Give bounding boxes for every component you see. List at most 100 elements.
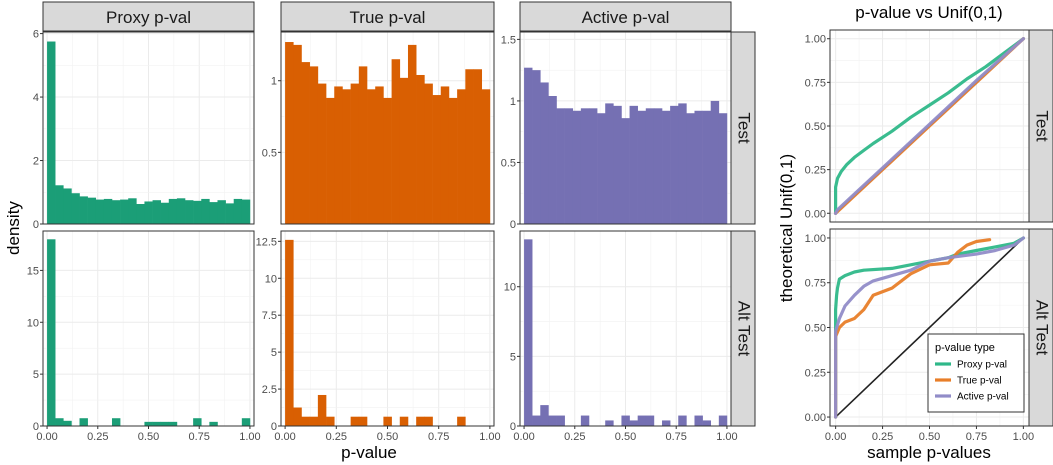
bar — [588, 108, 598, 224]
y-tick-label: 1.5 — [501, 34, 516, 46]
bar — [621, 415, 630, 426]
y-tick-label: 0 — [33, 421, 39, 433]
legend-title: p-value type — [935, 342, 995, 354]
legend: p-value type Proxy p-val True p-val Active … — [927, 333, 1025, 413]
row-strip-hist-0: Test — [730, 31, 756, 225]
bar — [152, 200, 161, 224]
bar — [301, 62, 310, 224]
y-tick-label: 0.75 — [805, 77, 826, 89]
bar — [317, 83, 327, 224]
bar — [645, 108, 655, 224]
hist-panel-active-0: 0 0.5 1 1.5 — [501, 31, 732, 231]
bar — [718, 113, 728, 224]
bar — [128, 198, 137, 224]
bar — [556, 415, 565, 426]
bar — [678, 103, 687, 224]
x-tick-label: 0.00 — [36, 431, 57, 443]
bar — [160, 202, 170, 224]
x-tick-label: 0.75 — [666, 431, 687, 443]
qq-panel-0: 0.00 0.25 0.50 0.75 1.00 — [805, 29, 1030, 223]
y-tick-label: 12.5 — [256, 236, 277, 248]
x-tick-label: 0.00 — [825, 431, 846, 443]
y-tick-label: 4 — [33, 92, 39, 104]
qq-title: p-value vs Unif(0,1) — [855, 3, 1002, 22]
panel-border — [280, 31, 495, 225]
bar — [662, 110, 671, 224]
y-tick-label: 0.5 — [262, 147, 277, 159]
bar — [176, 198, 186, 224]
y-tick-label: 0 — [510, 219, 516, 231]
bar — [79, 418, 88, 426]
y-tick-label: 0.50 — [805, 121, 826, 133]
legend-label: True p-val — [957, 376, 1002, 387]
hist-panel-active-1: 0 5 10 0.00 0.25 0.50 0.75 1.00 — [504, 230, 738, 443]
bar — [55, 418, 64, 426]
column-strip-proxy: Proxy p-val — [42, 1, 255, 32]
bar — [358, 416, 368, 426]
legend-label: Active p-val — [957, 392, 1009, 403]
y-tick-label: 5 — [510, 351, 516, 363]
bar — [358, 66, 368, 224]
bar — [71, 193, 80, 224]
y-tick-label: 1.00 — [805, 34, 826, 46]
strip-box — [730, 31, 756, 225]
bar — [645, 415, 655, 426]
reference-diagonal — [835, 237, 1024, 418]
bar — [564, 108, 574, 224]
bar — [580, 108, 590, 224]
bar — [241, 199, 251, 224]
bar — [383, 97, 392, 224]
bar — [375, 86, 384, 225]
y-axis-title: density — [4, 201, 23, 255]
x-tick-label: 0.50 — [919, 431, 940, 443]
bar — [144, 201, 153, 224]
bar — [285, 239, 294, 426]
bar — [217, 200, 226, 224]
bar — [55, 185, 64, 224]
x-tick-label: 0.00 — [274, 431, 295, 443]
bar — [702, 110, 712, 224]
bar — [457, 416, 466, 426]
bar — [548, 415, 557, 426]
bar — [629, 420, 638, 426]
strip-box — [730, 230, 756, 427]
panel-border — [519, 31, 732, 225]
strip-label: Active p-val — [582, 8, 670, 27]
bar — [136, 204, 145, 224]
bar — [293, 44, 302, 224]
hist-panel-proxy-1: 0 5 10 15 0.00 0.25 0.50 0.75 1.00 — [27, 230, 261, 443]
strip-label: Proxy p-val — [106, 8, 191, 27]
bar — [440, 86, 450, 225]
series-line-true — [833, 238, 992, 419]
bar — [407, 44, 417, 224]
bar — [678, 415, 687, 426]
bar — [79, 196, 88, 224]
x-tick-label: 1.00 — [479, 431, 500, 443]
bar — [293, 407, 302, 426]
bar — [670, 105, 679, 224]
y-tick-label: 0.25 — [805, 165, 826, 177]
series-line-active — [833, 37, 1026, 215]
bar — [605, 420, 614, 426]
bar — [209, 421, 218, 426]
bar — [350, 416, 360, 426]
bar — [326, 97, 335, 224]
y-tick-label: 0 — [271, 421, 277, 433]
y-tick-label: 10 — [27, 317, 39, 329]
bar — [342, 89, 351, 224]
bar — [233, 198, 243, 224]
strip-label: True p-val — [350, 8, 426, 27]
series-line-active — [833, 236, 1026, 419]
bar — [662, 420, 671, 426]
y-tick-label: 10 — [504, 282, 516, 294]
y-tick-label: 1.00 — [805, 233, 826, 245]
x-tick-label: 1.00 — [716, 431, 737, 443]
bar — [621, 118, 630, 224]
series-line-proxy — [833, 37, 1026, 215]
x-tick-label: 0.25 — [87, 431, 108, 443]
y-tick-label: 1 — [271, 76, 277, 88]
bar — [326, 416, 335, 426]
bar — [63, 188, 72, 224]
bar — [424, 416, 433, 426]
